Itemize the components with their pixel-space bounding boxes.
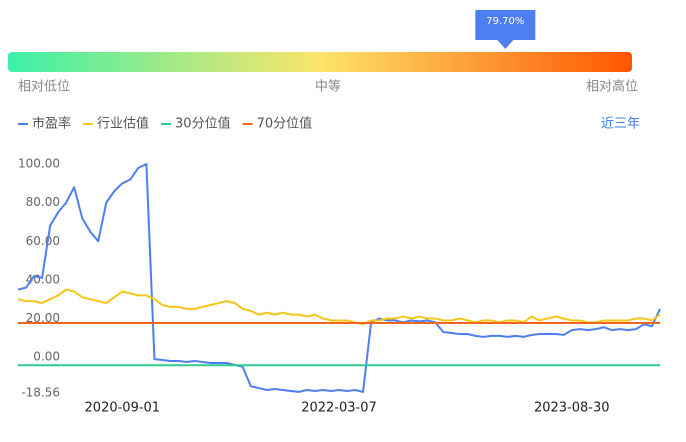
x-tick-label: 2023-08-30 xyxy=(534,401,610,416)
gauge-mid: 中等 xyxy=(315,79,341,95)
legend-label: 行业估值 xyxy=(97,116,149,132)
gauge-pointer xyxy=(475,10,536,49)
y-tick-label: 60.00 xyxy=(26,234,60,248)
y-tick-label: 0.00 xyxy=(33,350,60,364)
legend-label: 30分位值 xyxy=(175,116,231,132)
y-tick-label: 80.00 xyxy=(26,195,60,209)
y-tick-label: -18.56 xyxy=(21,386,60,400)
legend-label: 市盈率 xyxy=(32,116,71,132)
series-line xyxy=(17,288,661,326)
gauge-value-label: 79.70% xyxy=(486,16,524,27)
series-line xyxy=(17,163,661,393)
x-tick-label: 2022-03-07 xyxy=(301,401,377,416)
gauge-bar xyxy=(8,52,632,72)
y-tick-label: 20.00 xyxy=(26,311,60,325)
y-tick-label: 100.00 xyxy=(18,157,60,171)
legend-label: 70分位值 xyxy=(257,116,313,132)
x-tick-label: 2020-09-01 xyxy=(85,401,161,416)
gauge-high: 相对高位 xyxy=(586,79,638,95)
range-tab[interactable]: 近三年 xyxy=(601,117,640,132)
gauge-low: 相对低位 xyxy=(18,80,70,95)
